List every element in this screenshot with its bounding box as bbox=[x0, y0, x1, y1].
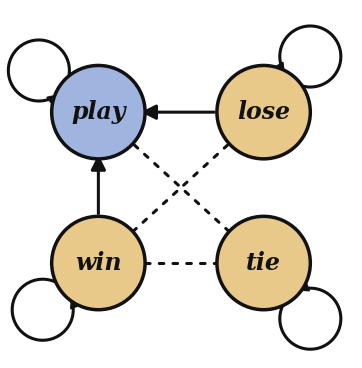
Text: tie: tie bbox=[246, 251, 281, 275]
Circle shape bbox=[52, 66, 145, 159]
Circle shape bbox=[217, 66, 310, 159]
Text: play: play bbox=[71, 100, 126, 124]
Text: lose: lose bbox=[237, 100, 290, 124]
Circle shape bbox=[217, 216, 310, 310]
Circle shape bbox=[52, 216, 145, 310]
Text: win: win bbox=[75, 251, 122, 275]
